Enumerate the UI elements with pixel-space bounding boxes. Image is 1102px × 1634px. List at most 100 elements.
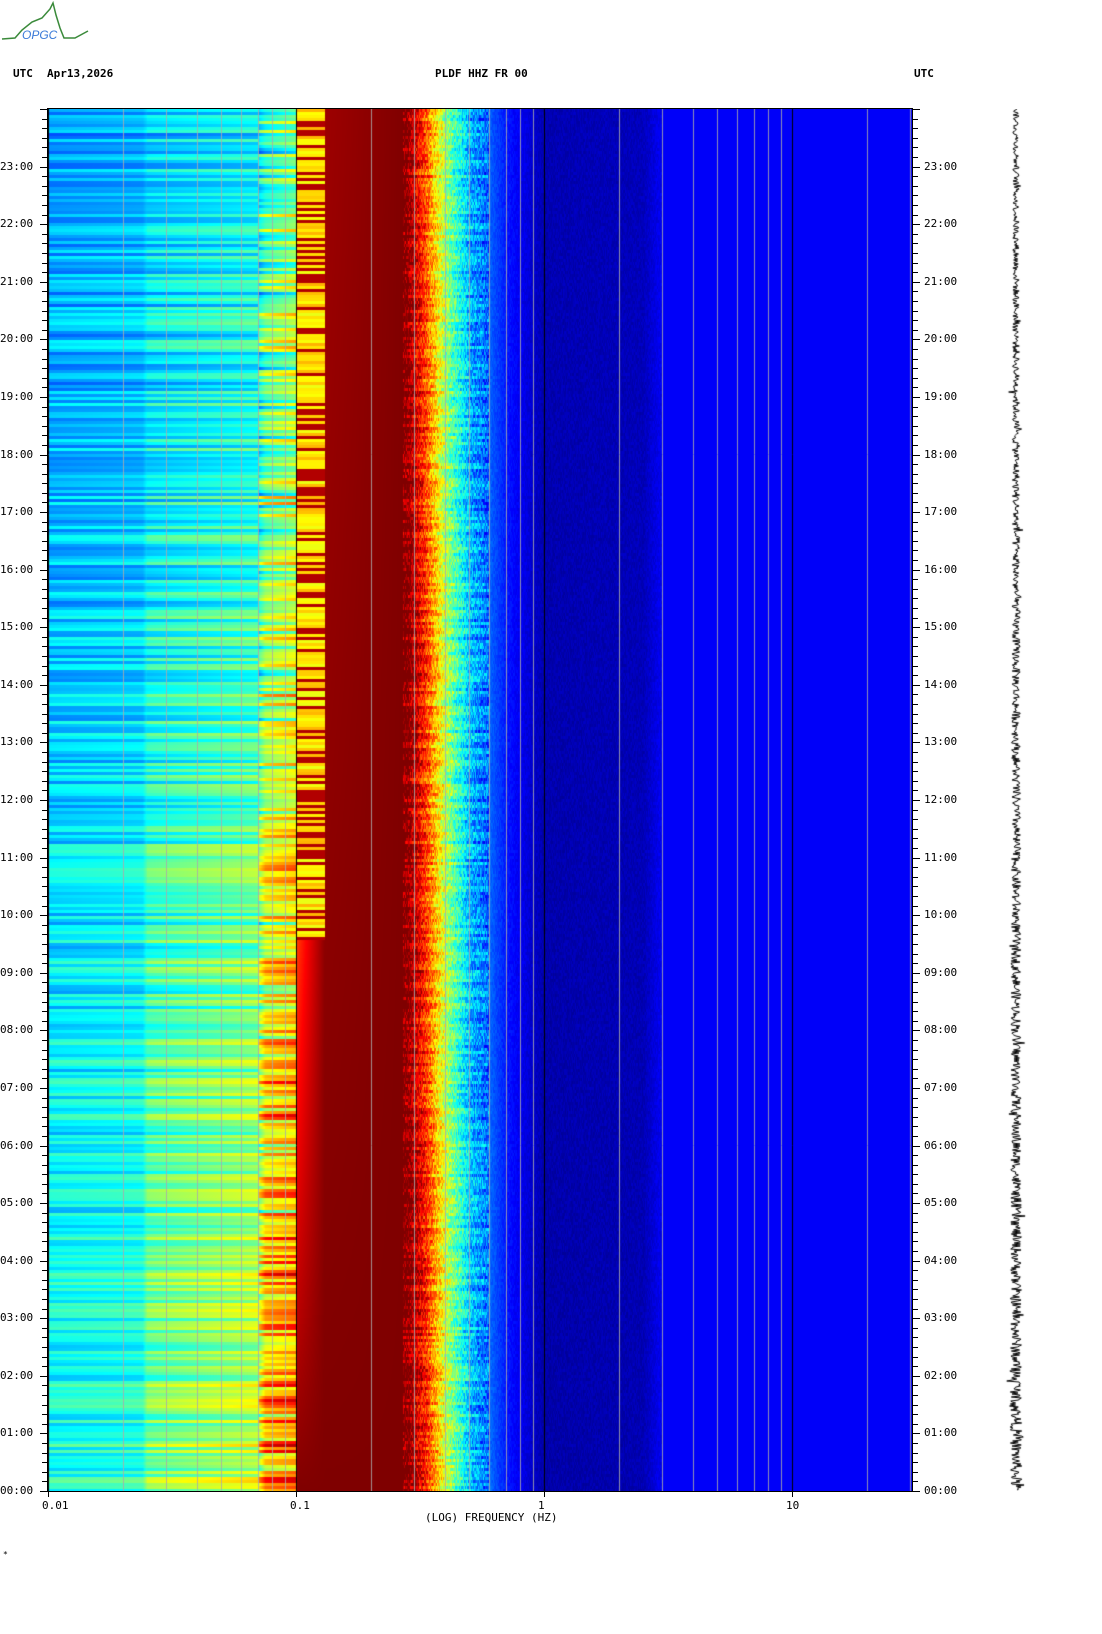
y-minor-tick-right [912,963,918,965]
y-minor-tick-right [912,1471,918,1473]
y-minor-tick-left [42,704,48,706]
y-minor-tick-left [42,1020,48,1022]
y-minor-tick-right [912,867,918,869]
y-tick-label-right: 07:00 [924,1080,958,1094]
y-minor-tick-right [912,1385,918,1387]
y-minor-tick-right [912,118,918,120]
x-tick [792,1491,793,1497]
y-major-tick-right [912,224,920,226]
y-minor-tick-left [42,905,48,907]
y-minor-tick-right [912,1068,918,1070]
y-minor-tick-right [912,1107,918,1109]
y-minor-tick-right [912,550,918,552]
y-minor-tick-right [912,656,918,658]
y-minor-tick-left [42,608,48,610]
y-minor-tick-right [912,1126,918,1128]
seismic-trace [1000,109,1036,1491]
footer-mark: * [3,1550,8,1559]
y-minor-tick-right [912,905,918,907]
y-major-tick-right [912,1030,920,1032]
y-minor-tick-left [42,1059,48,1061]
y-minor-tick-left [42,214,48,216]
opgc-logo: OPGC [1,0,89,42]
y-tick-label-right: 06:00 [924,1138,958,1152]
y-minor-tick-right [912,1212,918,1214]
y-minor-tick-right [912,1337,918,1339]
y-minor-tick-right [912,1001,918,1003]
y-minor-tick-right [912,1011,918,1013]
y-minor-tick-right [912,204,918,206]
y-minor-tick-right [912,329,918,331]
y-minor-tick-left [42,1366,48,1368]
y-minor-tick-right [912,1299,918,1301]
y-minor-tick-right [912,704,918,706]
y-major-tick-left [40,857,48,859]
y-minor-tick-right [912,1020,918,1022]
y-major-tick-left [40,339,48,341]
y-tick-label-left: 02:00 [0,1368,34,1382]
y-tick-label-left: 08:00 [0,1023,34,1037]
spectrogram-heatmap [48,109,912,1491]
y-minor-tick-left [42,991,48,993]
y-minor-tick-right [912,617,918,619]
y-major-tick-right [912,1491,920,1492]
y-tick-label-left: 10:00 [0,908,34,922]
y-minor-tick-left [42,1270,48,1272]
y-major-tick-left [40,1087,48,1089]
y-tick-label-right: 20:00 [924,332,958,346]
y-minor-tick-right [912,1443,918,1444]
y-minor-tick-left [42,195,48,197]
y-minor-tick-left [42,406,48,408]
y-minor-tick-right [912,1116,918,1118]
y-tick-label-left: 04:00 [0,1253,34,1267]
y-minor-tick-left [42,368,48,370]
y-minor-tick-right [912,1039,918,1041]
y-minor-tick-left [42,656,48,658]
y-minor-tick-right [912,943,918,945]
x-tick-label: 0.1 [290,1499,310,1512]
y-minor-tick-right [912,771,918,773]
y-minor-tick-right [912,953,918,955]
y-minor-tick-left [42,1404,48,1406]
y-minor-tick-left [42,1155,48,1157]
y-minor-tick-left [42,185,48,187]
y-minor-tick-right [912,560,918,562]
y-minor-tick-left [42,387,48,389]
y-minor-tick-left [42,1126,48,1128]
y-minor-tick-right [912,1222,918,1224]
y-minor-tick-right [912,1366,918,1368]
y-minor-tick-left [42,1337,48,1339]
y-minor-tick-right [912,425,918,427]
y-tick-label-right: 14:00 [924,677,958,691]
y-major-tick-right [912,339,920,341]
y-minor-tick-left [42,358,48,360]
y-tick-label-right: 00:00 [924,1484,958,1497]
y-minor-tick-left [42,1251,48,1253]
y-minor-tick-right [912,1327,918,1329]
y-tick-label-right: 19:00 [924,389,958,403]
y-tick-label-left: 03:00 [0,1311,34,1325]
y-major-tick-right [912,915,920,917]
y-minor-tick-left [42,1107,48,1109]
y-major-tick-left [40,972,48,974]
y-minor-tick-left [42,943,48,945]
y-minor-tick-left [42,204,48,206]
y-major-tick-left [40,684,48,686]
y-minor-tick-left [42,982,48,984]
y-minor-tick-left [42,819,48,821]
y-tick-label-right: 02:00 [924,1368,958,1382]
y-minor-tick-right [912,1164,918,1166]
y-minor-tick-left [42,310,48,312]
y-minor-tick-right [912,176,918,178]
y-minor-tick-right [912,502,918,504]
y-major-tick-left [40,569,48,571]
y-minor-tick-left [42,1395,48,1397]
y-major-tick-left [40,742,48,744]
y-major-tick-left [40,396,48,398]
y-minor-tick-left [42,790,48,792]
y-minor-tick-left [42,1135,48,1137]
y-tick-label-right: 17:00 [924,505,958,519]
y-minor-tick-right [912,156,918,158]
y-minor-tick-left [42,262,48,264]
y-major-tick-right [912,1433,920,1435]
